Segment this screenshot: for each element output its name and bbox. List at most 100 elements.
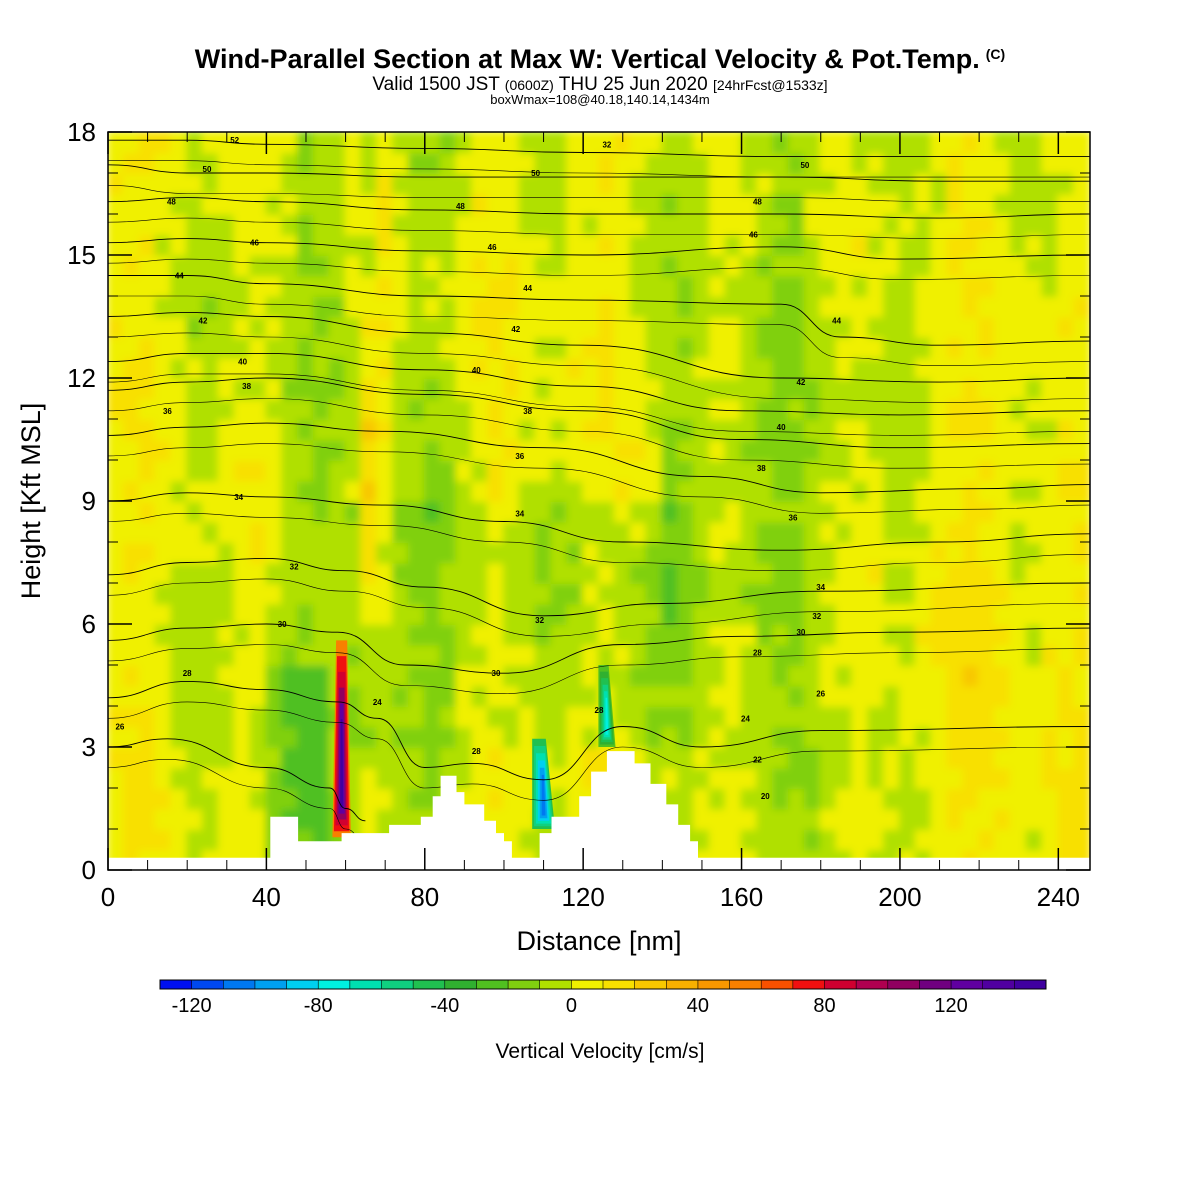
field-cell bbox=[819, 602, 838, 625]
isotherm-minor bbox=[108, 443, 1090, 514]
field-cell bbox=[328, 561, 347, 584]
field-cell bbox=[487, 520, 505, 543]
field-cell bbox=[154, 438, 173, 461]
field-cell bbox=[550, 664, 569, 687]
field-cell bbox=[344, 418, 363, 441]
field-cell bbox=[439, 664, 458, 687]
field-cell bbox=[122, 520, 141, 543]
field-cell bbox=[360, 623, 379, 646]
field-cell bbox=[503, 623, 521, 646]
field-cell bbox=[407, 684, 426, 707]
field-cell bbox=[154, 766, 173, 789]
field-cell bbox=[217, 561, 236, 584]
field-cell bbox=[946, 295, 965, 318]
contour-label: 42 bbox=[511, 325, 520, 334]
field-cell bbox=[518, 356, 537, 379]
contour-label: 38 bbox=[242, 382, 251, 391]
field-cell bbox=[1025, 664, 1044, 687]
field-cell bbox=[297, 746, 315, 769]
field-cell bbox=[867, 520, 886, 543]
field-cell bbox=[708, 418, 727, 441]
field-cell bbox=[946, 172, 965, 195]
field-cell bbox=[328, 254, 347, 277]
field-cell bbox=[661, 377, 680, 400]
field-cell bbox=[407, 520, 426, 543]
field-cell bbox=[835, 787, 854, 810]
field-cell bbox=[138, 397, 157, 420]
isotherm-minor bbox=[108, 398, 1090, 469]
field-cell bbox=[122, 602, 141, 625]
field-cell bbox=[1041, 582, 1060, 605]
field-cell bbox=[122, 541, 141, 564]
field-cell bbox=[328, 602, 347, 625]
field-cell bbox=[724, 151, 743, 174]
field-cell bbox=[1025, 725, 1044, 748]
field-cell bbox=[1073, 233, 1090, 256]
field-cell bbox=[503, 643, 521, 666]
field-cell bbox=[360, 213, 379, 236]
field-cell bbox=[772, 582, 790, 605]
x-tick-label: 160 bbox=[720, 882, 763, 912]
field-cell bbox=[487, 561, 505, 584]
field-cell bbox=[978, 459, 996, 482]
field-cell bbox=[835, 336, 854, 359]
isotherm-46 bbox=[108, 238, 1090, 260]
field-cell bbox=[455, 705, 474, 728]
field-cell bbox=[645, 725, 664, 748]
field-cell bbox=[994, 705, 1012, 728]
field-cell bbox=[1025, 459, 1044, 482]
field-cell bbox=[819, 561, 838, 584]
field-cell bbox=[914, 643, 933, 666]
field-cell bbox=[883, 684, 901, 707]
field-cell bbox=[629, 336, 648, 359]
field-cell bbox=[1073, 807, 1090, 830]
field-cell bbox=[550, 254, 569, 277]
field-cell bbox=[138, 520, 157, 543]
field-cell bbox=[946, 274, 965, 297]
field-cell bbox=[708, 664, 727, 687]
field-cell bbox=[994, 623, 1012, 646]
field-cell bbox=[788, 336, 806, 359]
field-cell bbox=[756, 397, 775, 420]
field-cell bbox=[281, 418, 299, 441]
field-cell bbox=[407, 132, 426, 154]
field-cell bbox=[898, 828, 917, 851]
x-tick-label: 120 bbox=[561, 882, 604, 912]
field-cell bbox=[946, 479, 965, 502]
field-cell bbox=[645, 377, 664, 400]
field-cell bbox=[108, 766, 125, 789]
field-cell bbox=[613, 377, 632, 400]
field-cell bbox=[518, 828, 537, 851]
field-cell bbox=[186, 541, 204, 564]
field-cell bbox=[645, 192, 664, 215]
field-cell bbox=[867, 356, 886, 379]
field-cell bbox=[867, 684, 886, 707]
field-cell bbox=[566, 725, 585, 748]
y-tick-label: 3 bbox=[82, 732, 96, 762]
field-cell bbox=[297, 418, 315, 441]
field-cell bbox=[297, 336, 315, 359]
field-cell bbox=[914, 746, 933, 769]
field-cell bbox=[740, 582, 759, 605]
field-cell bbox=[423, 561, 442, 584]
field-cell bbox=[312, 807, 331, 830]
field-cell bbox=[186, 336, 204, 359]
field-cell bbox=[534, 479, 553, 502]
field-cell bbox=[1073, 582, 1090, 605]
contour-label: 32 bbox=[535, 616, 544, 625]
field-cell bbox=[1041, 746, 1060, 769]
field-cell bbox=[661, 561, 680, 584]
field-cell bbox=[914, 438, 933, 461]
field-cell bbox=[598, 274, 616, 297]
field-cell bbox=[360, 479, 379, 502]
isotherm-minor bbox=[108, 160, 1090, 178]
field-cell bbox=[265, 213, 284, 236]
field-cell bbox=[835, 254, 854, 277]
field-cell bbox=[930, 725, 949, 748]
field-cell bbox=[1041, 828, 1060, 851]
field-cell bbox=[265, 315, 284, 338]
field-cell bbox=[962, 418, 981, 441]
field-cell bbox=[471, 725, 490, 748]
field-cell bbox=[534, 705, 553, 728]
field-cell bbox=[566, 418, 585, 441]
